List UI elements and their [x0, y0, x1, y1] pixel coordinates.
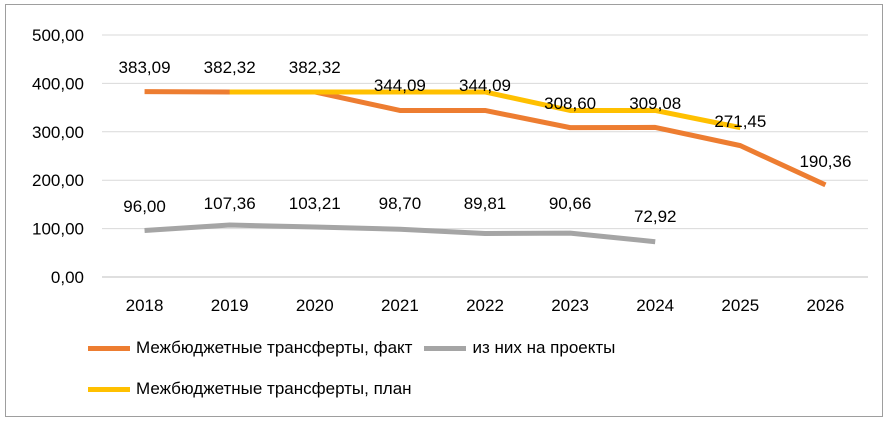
y-tick-label: 400,00: [32, 74, 84, 93]
data-label-projects: 90,66: [549, 194, 592, 213]
legend-label-projects: из них на проекты: [472, 338, 616, 357]
series-line-1: [144, 222, 656, 245]
x-tick-label: 2025: [721, 296, 759, 315]
y-tick-label: 200,00: [32, 171, 84, 190]
data-label-fact: 271,45: [714, 112, 766, 131]
data-label-fact: 382,32: [204, 58, 256, 77]
x-tick-label: 2021: [381, 296, 419, 315]
legend-label-plan: Межбюджетные трансферты, план: [136, 379, 412, 398]
legend-label-fact: Межбюджетные трансферты, факт: [136, 338, 413, 357]
y-tick-label: 0,00: [51, 268, 84, 287]
x-tick-label: 2019: [211, 296, 249, 315]
data-label-projects: 72,92: [634, 207, 677, 226]
data-label-fact: 344,09: [459, 76, 511, 95]
data-label-fact: 383,09: [119, 58, 171, 77]
data-label-fact: 382,32: [289, 58, 341, 77]
data-label-fact: 308,60: [544, 94, 596, 113]
data-label-fact: 309,08: [629, 94, 681, 113]
x-tick-label: 2026: [807, 296, 845, 315]
legend-row-1: Межбюджетные трансферты, факт из них на …: [88, 338, 621, 358]
y-tick-label: 300,00: [32, 123, 84, 142]
x-tick-label: 2022: [466, 296, 504, 315]
data-label-projects: 98,70: [379, 194, 422, 213]
series-line-2: [229, 89, 741, 131]
legend-swatch-projects: [424, 345, 467, 351]
series-line-0: [144, 89, 827, 188]
legend-swatch-plan: [88, 386, 130, 392]
data-label-projects: 96,00: [123, 197, 166, 216]
legend-item-fact: Межбюджетные трансферты, факт: [88, 338, 412, 358]
legend-swatch-fact: [88, 345, 130, 351]
data-label-fact: 344,09: [374, 76, 426, 95]
x-tick-label: 2024: [636, 296, 674, 315]
y-tick-label: 100,00: [32, 220, 84, 239]
data-label-projects: 107,36: [204, 194, 256, 213]
data-label-projects: 89,81: [464, 194, 507, 213]
legend-item-plan: Межбюджетные трансферты, план: [88, 379, 412, 399]
y-tick-label: 500,00: [32, 26, 84, 45]
data-label-projects: 103,21: [289, 194, 341, 213]
data-label-fact: 190,36: [799, 152, 851, 171]
chart-frame: 0,00 100,00 200,00 300,00 400,00 500,00 2018 20…: [5, 4, 883, 417]
legend-item-projects: из них на проекты: [424, 338, 615, 358]
line-chart: 0,00 100,00 200,00 300,00 400,00 500,00 2018 20…: [32, 26, 868, 315]
x-tick-label: 2020: [296, 296, 334, 315]
x-tick-label: 2023: [551, 296, 589, 315]
x-tick-label: 2018: [126, 296, 164, 315]
legend-row-2: Межбюджетные трансферты, план: [88, 379, 418, 399]
